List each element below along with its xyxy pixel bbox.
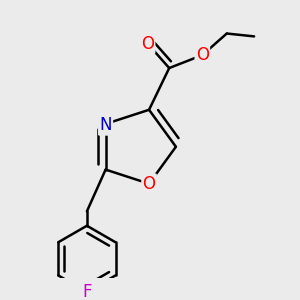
Text: F: F	[82, 283, 92, 300]
Text: O: O	[142, 175, 156, 193]
Text: O: O	[141, 34, 154, 52]
Text: O: O	[196, 46, 209, 64]
Text: N: N	[99, 116, 112, 134]
